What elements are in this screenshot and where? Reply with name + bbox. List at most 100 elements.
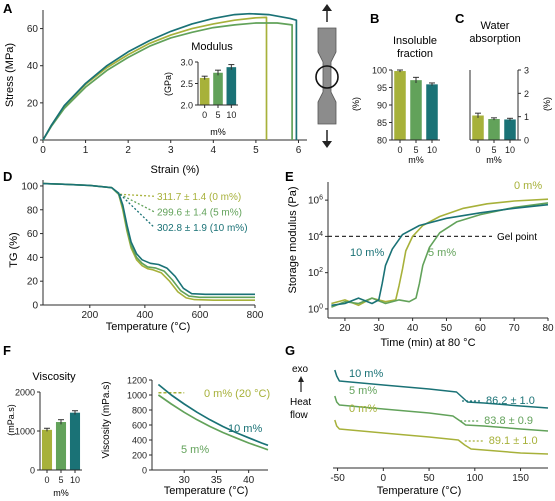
panel-g-annotation-1: 83.8 ± 0.9 [484,415,533,427]
panel-a-ylabel: Stress (MPa) [4,43,16,107]
panel-f-line-ytick-label: 600 [132,421,147,431]
panel-a-ytick-label: 20 [27,98,39,109]
panel-e-xtick-label: 60 [475,323,487,334]
panel-b-ytick-label: 85 [377,118,387,128]
panel-c-title-line2: absorption [469,33,520,45]
panel-g-xtick-label: -50 [330,473,345,484]
panel-f-line-label-10m: 10 m% [228,423,262,435]
panel-a-inset-ytick-label: 2.5 [180,79,193,89]
panel-e-xtick-label: 30 [373,323,385,334]
panel-letter-d: D [3,169,12,184]
panel-f-bar-xtick-label: 0 [44,475,49,485]
panel-f-line-xtick-label: 40 [243,475,255,486]
panel-f-bar-ylabel: (mPa.s) [6,404,16,436]
panel-a-series-5m [42,22,293,141]
panel-letter-c: C [455,11,465,26]
panel-a-series-10m [42,12,298,141]
panel-e-label-5m: 5 m% [428,247,456,259]
up-arrow-icon [298,376,304,392]
panel-letter-a: A [3,1,13,16]
panel-a-xtick-label: 3 [168,145,174,156]
panel-f-bar-bar-10 [69,412,81,470]
panel-d-xtick-label: 600 [192,310,209,321]
panel-c-ytick-label: 0 [524,136,529,146]
panel-f-bar-ytick-label: 0 [30,466,35,476]
panel-c-ytick-label: 3 [524,66,529,76]
panel-d-ytick-label: 100 [21,181,38,192]
panel-f-line-ytick-label: 1000 [127,391,147,401]
panel-c-xtick-label: 10 [505,145,515,155]
panel-a-inset-bar-5 [213,72,223,105]
panel-f-line-label-5m: 5 m% [181,444,209,456]
panel-c-ylabel: (%) [542,97,552,111]
panel-b-ytick-label: 95 [377,83,387,93]
panel-d-annotation-leader-0 [120,193,155,197]
panel-a-inset-ylabel: (GPa) [163,72,173,96]
panel-a-inset-xtick-label: 5 [215,110,220,120]
panel-a-ytick-label: 40 [27,61,39,72]
panel-f-bar-xlabel: m% [53,488,69,498]
panel-f-line-ytick-label: 0 [142,466,147,476]
panel-a-inset-xtick-label: 0 [202,110,207,120]
panel-a-inset-title: Modulus [191,41,233,53]
panel-e-xtick-label: 80 [542,323,554,334]
panel-g-label-10m: 10 m% [349,368,383,380]
panel-b-bar-5 [410,80,422,140]
panel-b-ylabel: (%) [351,97,361,111]
panel-b-bar-10 [426,84,438,140]
panel-c-bar-10 [504,119,516,140]
panel-d-xtick-label: 200 [81,310,98,321]
panel-c-xlabel: m% [486,155,502,165]
panel-g-xtick-label: 100 [466,473,483,484]
panel-f-line-label-0m: 0 m% (20 °C) [204,388,270,400]
panel-letter-f: F [3,343,11,358]
panel-b-xlabel: m% [408,155,424,165]
panel-f-line-ytick-label: 800 [132,406,147,416]
panel-e-gel-label: Gel point [497,232,537,243]
panel-d-series-10m [42,182,255,296]
panel-d-ytick-label: 60 [27,229,39,240]
panel-d-annotation-0: 311.7 ± 1.4 (0 m%) [157,192,241,203]
panel-e-label-0m: 0 m% [514,180,542,192]
panel-d-ytick-label: 0 [32,301,38,312]
panel-f-line-xtick-label: 35 [211,475,223,486]
panel-g-xtick-label: 150 [512,473,529,484]
panel-c-ytick-label: 1 [524,112,529,122]
panel-d-ytick-label: 80 [27,205,39,216]
panel-g-label-0m: 0 m% [349,403,377,415]
panel-e-ytick-label: 100 [308,303,323,315]
panel-d-xtick-label: 400 [137,310,154,321]
panel-e-xtick-label: 20 [339,323,351,334]
panel-g-annotation-0: 86.2 ± 1.0 [486,395,535,407]
panel-d-ytick-label: 20 [27,277,39,288]
panel-letter-g: G [285,343,295,358]
panel-g-exo: exo [292,364,309,375]
panel-e-ytick-label: 106 [308,195,323,207]
panel-d-ylabel: TG (%) [8,232,20,267]
panel-b-ytick-label: 80 [377,136,387,146]
panel-f-line-xtick-label: 30 [179,475,191,486]
panel-f-bar-bar-5 [55,422,67,470]
panel-f-line-xlabel: Temperature (°C) [164,485,248,497]
panel-f-bar-bar-0 [41,429,53,470]
panel-f-line-ytick-label: 200 [132,451,147,461]
panel-g-annotation-2: 89.1 ± 1.0 [489,435,538,447]
panel-e-label-10m: 10 m% [350,247,384,259]
panel-d-ytick-label: 40 [27,253,39,264]
dogbone-specimen-icon [315,4,339,148]
panel-f-bar-title: Viscosity [32,371,76,383]
panel-c-bar-5 [488,119,500,140]
panel-g-ylabel-line2: flow [290,410,309,421]
panel-c-xtick-label: 0 [475,145,480,155]
panel-a-xtick-label: 1 [83,145,89,156]
panel-f-line-ylabel: Viscosity (mPa.s) [101,381,112,458]
panel-b-bar-0 [394,71,406,140]
panel-b-title-line2: fraction [397,48,433,60]
panel-e-xlabel: Time (min) at 80 °C [380,337,475,349]
panel-c-xtick-label: 5 [491,145,496,155]
panel-f-bar-ytick-label: 1000 [15,427,35,437]
panel-a-inset-xtick-label: 10 [226,110,236,120]
panel-a-inset-bar-10 [226,67,237,105]
panel-b-title-line1: Insoluble [393,35,437,47]
